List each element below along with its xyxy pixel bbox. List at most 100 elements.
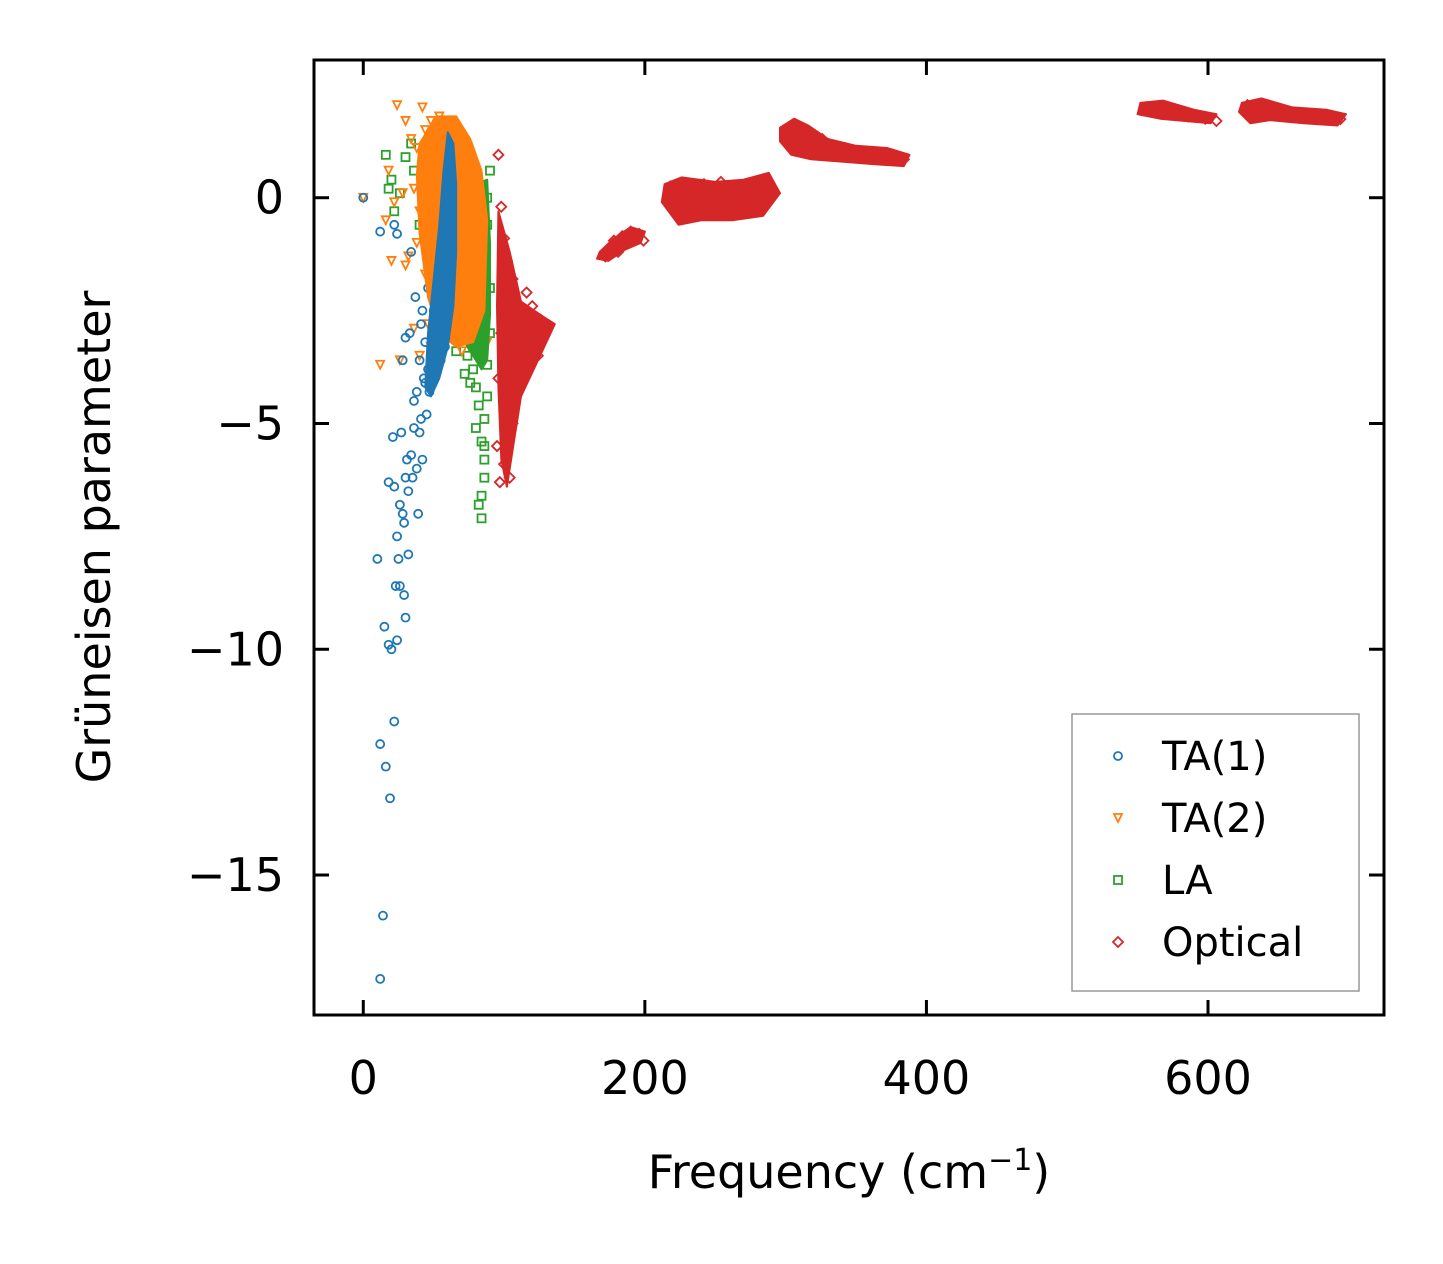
- point-ta-2: [408, 183, 420, 195]
- legend-marker-ta-1: [1113, 751, 1123, 761]
- point-ta-2: [456, 346, 468, 358]
- point-ta-1: [375, 226, 386, 237]
- optical-band-2: [660, 171, 781, 226]
- point-ta-1: [390, 581, 401, 591]
- point-la: [479, 472, 490, 483]
- point-ta-1: [411, 463, 422, 474]
- point-ta-1: [396, 427, 407, 438]
- point-ta-1: [399, 590, 410, 600]
- optical-branch-bands: [415, 97, 1347, 488]
- point-ta-1: [392, 228, 402, 239]
- point-ta-1: [375, 739, 386, 749]
- point-la: [476, 490, 487, 501]
- point-ta-1: [380, 761, 391, 772]
- point-ta-2: [400, 116, 411, 127]
- point-la: [476, 513, 487, 524]
- point-ta-1: [372, 554, 383, 564]
- point-ta-1: [413, 508, 424, 519]
- point-la: [473, 400, 484, 411]
- point-ta-1: [414, 355, 425, 366]
- point-ta-1: [414, 427, 425, 438]
- y-tick-label: 0: [255, 171, 284, 225]
- point-ta-1: [407, 472, 418, 483]
- point-ta-1: [406, 247, 417, 257]
- point-ta-1: [393, 554, 404, 564]
- ta1-band: [424, 131, 458, 398]
- x-axis-label: Frequency (cm−1): [648, 1143, 1051, 1199]
- point-ta-1: [406, 450, 417, 460]
- point-ta-1: [385, 793, 395, 804]
- y-tick-label: −5: [216, 396, 284, 450]
- x-tick-label: 0: [349, 1051, 378, 1105]
- optical-band-low: [496, 210, 556, 488]
- y-tick-label: −15: [187, 848, 284, 902]
- point-ta-1: [403, 549, 414, 560]
- point-ta-1: [399, 517, 410, 528]
- legend-label-la: LA: [1162, 858, 1213, 904]
- point-ta-1: [409, 396, 419, 406]
- legend-marker-optical: [1111, 935, 1125, 949]
- point-la: [479, 441, 490, 451]
- x-tick-label: 200: [601, 1051, 689, 1105]
- point-ta-1: [400, 612, 411, 623]
- x-tick-label: 400: [883, 1051, 971, 1105]
- point-ta-1: [400, 472, 411, 483]
- point-ta-1: [389, 481, 400, 492]
- point-ta-1: [392, 635, 402, 646]
- point-optical: [492, 148, 505, 162]
- y-axis-label: Grüneisen parameter: [67, 290, 121, 783]
- point-optical: [494, 200, 508, 214]
- x-tick-label: 600: [1164, 1051, 1252, 1105]
- optical-band-1: [596, 226, 646, 262]
- point-la: [465, 377, 476, 388]
- point-ta-2: [416, 102, 428, 114]
- point-la: [380, 149, 391, 160]
- point-ta-1: [375, 973, 386, 984]
- point-la: [479, 454, 490, 465]
- point-optical: [493, 475, 507, 489]
- legend-marker-la: [1113, 875, 1123, 885]
- point-ta-1: [400, 332, 411, 343]
- legend-label-ta-1: TA(1): [1161, 734, 1267, 780]
- point-ta-2: [391, 100, 403, 112]
- point-ta-1: [387, 432, 398, 442]
- point-ta-1: [411, 386, 422, 397]
- point-ta-1: [389, 219, 400, 230]
- point-ta-1: [403, 486, 414, 497]
- plot-frame: [312, 58, 1386, 1017]
- optical-band-4: [1136, 99, 1218, 125]
- point-ta-1: [421, 409, 432, 420]
- point-ta-1: [417, 454, 428, 465]
- point-ta-1: [379, 621, 390, 632]
- point-ta-2: [400, 260, 411, 272]
- point-ta-2: [383, 165, 395, 177]
- point-ta-1: [392, 531, 402, 542]
- axis-ticks: [314, 60, 1384, 1015]
- point-ta-2: [385, 256, 397, 267]
- point-la: [485, 165, 495, 176]
- point-la: [479, 414, 490, 424]
- optical-band-3: [779, 117, 911, 168]
- point-la: [473, 499, 484, 510]
- point-ta-1: [416, 319, 426, 330]
- point-la: [459, 368, 470, 379]
- legend: TA(1) TA(2) LA Optical: [1071, 713, 1360, 992]
- point-ta-1: [397, 508, 408, 519]
- point-la: [400, 152, 411, 162]
- point-ta-2: [388, 197, 400, 209]
- point-ta-1: [386, 644, 397, 655]
- point-ta-2: [408, 323, 420, 335]
- optical-band-5: [1238, 97, 1347, 127]
- y-tick-label: −10: [187, 622, 284, 676]
- point-la: [383, 183, 394, 194]
- point-ta-1: [397, 355, 408, 366]
- point-ta-2: [405, 134, 417, 146]
- point-ta-1: [410, 292, 421, 302]
- legend-marker-ta-2: [1112, 813, 1124, 825]
- point-ta-2: [380, 215, 392, 227]
- point-optical: [520, 286, 533, 299]
- point-la: [386, 174, 397, 185]
- legend-label-optical: Optical: [1162, 920, 1303, 966]
- point-ta-2: [411, 237, 423, 249]
